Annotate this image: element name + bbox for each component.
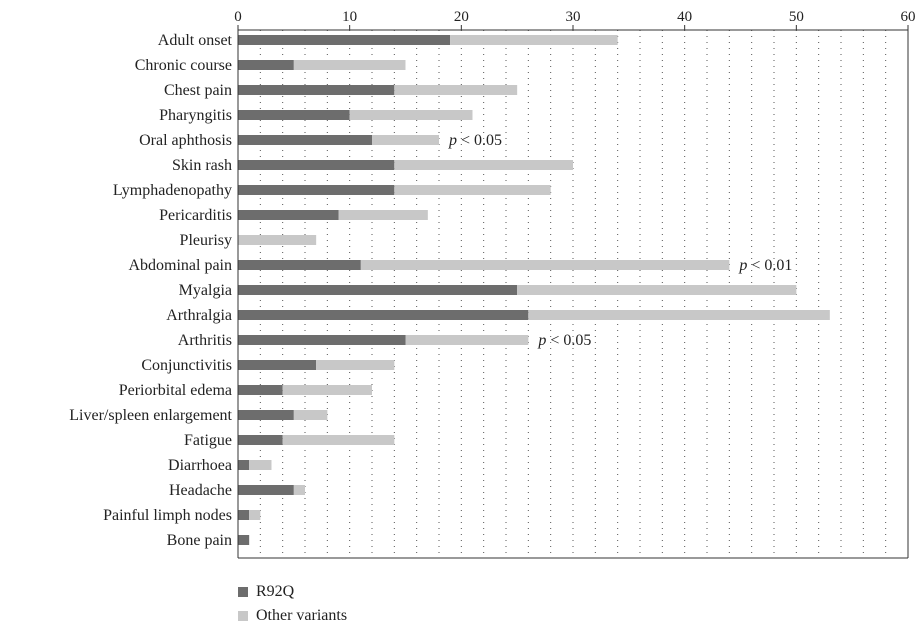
bar-other-variants <box>293 410 328 420</box>
legend-item-other-variants: Other variants <box>238 604 347 628</box>
bar-r92q <box>238 185 395 195</box>
bar-other-variants <box>372 135 439 145</box>
bar-r92q <box>238 60 294 70</box>
category-label: Oral aphthosis <box>139 132 232 149</box>
bar-other-variants <box>349 110 473 120</box>
category-label: Pericarditis <box>159 207 232 224</box>
bar-r92q <box>238 110 350 120</box>
bar-r92q <box>238 285 518 295</box>
category-label: Skin rash <box>172 157 232 174</box>
bar-other-variants <box>293 60 406 70</box>
bar-r92q <box>238 310 529 320</box>
category-label: Headache <box>169 482 232 499</box>
category-label: Lymphadenopathy <box>113 182 232 199</box>
x-tick-label: 0 <box>234 9 242 25</box>
bar-r92q <box>238 435 283 445</box>
category-labels: Adult onset Chronic course Chest pain Phary… <box>69 32 232 549</box>
x-tick-label: 50 <box>789 9 804 25</box>
bars <box>238 35 830 545</box>
category-label: Pharyngitis <box>159 107 232 124</box>
bar-other-variants <box>528 310 830 320</box>
bar-r92q <box>238 35 451 45</box>
p-value-annotation: p < 0.05 <box>448 132 502 149</box>
legend-swatch-other-variants <box>238 611 248 621</box>
bar-r92q <box>238 410 294 420</box>
category-label: Liver/spleen enlargement <box>69 407 232 424</box>
category-label: Abdominal pain <box>128 257 232 274</box>
bar-r92q <box>238 260 361 270</box>
legend: R92Q Other variants <box>238 580 347 628</box>
x-tick-label: 30 <box>566 9 581 25</box>
bar-other-variants <box>405 335 529 345</box>
bar-other-variants <box>338 210 428 220</box>
bar-r92q <box>238 135 372 145</box>
x-tick-label: 40 <box>677 9 692 25</box>
category-label: Periorbital edema <box>119 382 232 399</box>
p-value-annotation: p < 0.05 <box>537 332 591 349</box>
legend-swatch-r92q <box>238 587 248 597</box>
bar-r92q <box>238 485 294 495</box>
category-label: Painful limph nodes <box>103 507 232 524</box>
bar-r92q <box>238 335 406 345</box>
bar-r92q <box>238 210 339 220</box>
legend-label-r92q: R92Q <box>256 583 295 600</box>
bar-other-variants <box>238 235 317 245</box>
bar-other-variants <box>450 35 618 45</box>
bar-r92q <box>238 385 283 395</box>
bar-chart: 0 10 20 30 40 50 60 Adult onset Chronic course C… <box>69 9 916 559</box>
bar-r92q <box>238 535 250 545</box>
bar-other-variants <box>316 360 395 370</box>
category-label: Conjunctivitis <box>141 357 232 374</box>
bar-other-variants <box>394 160 573 170</box>
p-value-annotation: p < 0.01 <box>738 257 792 274</box>
bar-r92q <box>238 360 317 370</box>
category-label: Adult onset <box>158 32 233 49</box>
category-label: Myalgia <box>179 282 232 299</box>
category-label: Chronic course <box>135 57 232 74</box>
bar-other-variants <box>249 460 272 470</box>
category-label: Arthralgia <box>166 307 232 324</box>
legend-label-other-variants: Other variants <box>256 607 348 624</box>
x-tick-label: 10 <box>342 9 357 25</box>
bar-other-variants <box>360 260 730 270</box>
category-label: Fatigue <box>184 432 232 449</box>
annotations: p < 0.05 p < 0.01 p < 0.05 <box>448 132 792 349</box>
x-axis-ticks: 0 10 20 30 40 50 60 <box>234 9 916 30</box>
bar-r92q <box>238 85 395 95</box>
x-tick-label: 60 <box>901 9 916 25</box>
category-label: Arthritis <box>178 332 232 349</box>
bar-other-variants <box>394 85 518 95</box>
bar-other-variants <box>293 485 305 495</box>
bar-r92q <box>238 160 395 170</box>
category-label: Pleurisy <box>180 232 232 249</box>
bar-r92q <box>238 510 250 520</box>
x-tick-label: 20 <box>454 9 469 25</box>
bar-other-variants <box>282 385 372 395</box>
bar-other-variants <box>249 510 261 520</box>
bar-other-variants <box>282 435 395 445</box>
bar-r92q <box>238 460 250 470</box>
category-label: Bone pain <box>167 532 232 549</box>
bar-other-variants <box>517 285 797 295</box>
legend-item-r92q: R92Q <box>238 580 347 604</box>
category-label: Chest pain <box>164 82 232 99</box>
category-label: Diarrhoea <box>168 457 232 474</box>
bar-other-variants <box>394 185 551 195</box>
